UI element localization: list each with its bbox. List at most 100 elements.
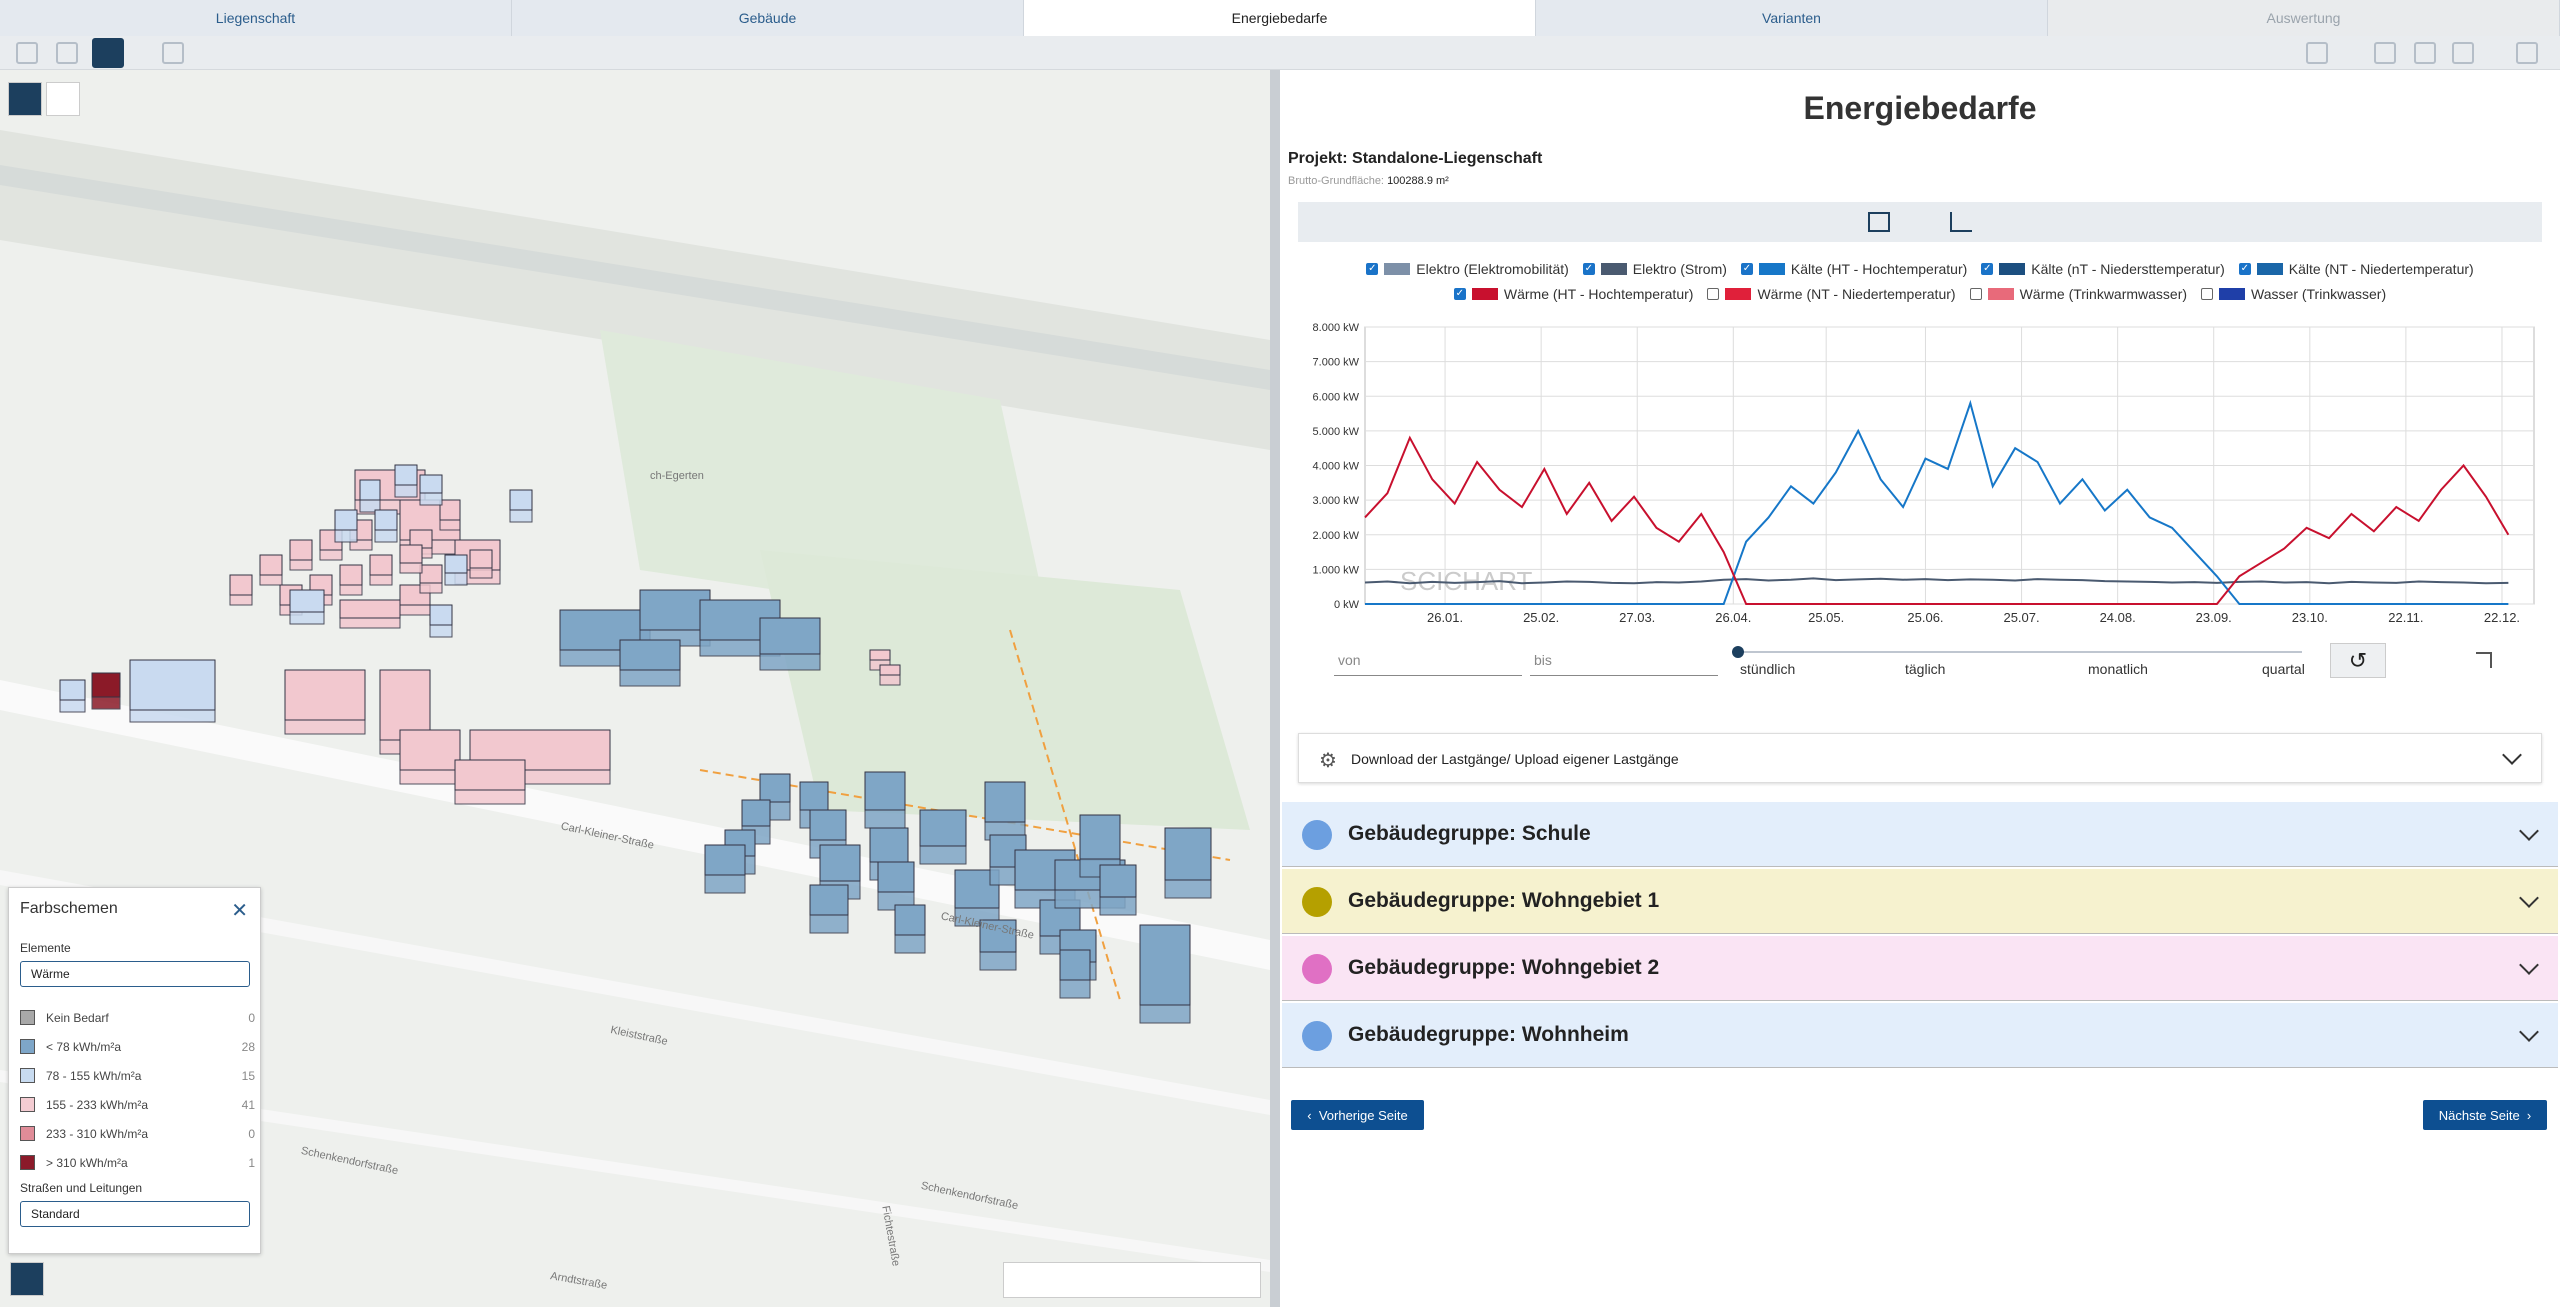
building-side: [59, 699, 86, 713]
from-input[interactable]: von: [1334, 648, 1522, 676]
building: [444, 554, 468, 574]
placeholder: von: [1338, 652, 1361, 668]
legend-item[interactable]: ✓ Kälte (NT - Niedertemperatur): [2238, 261, 2474, 277]
project-name: Standalone-Liegenschaft: [1352, 150, 1543, 167]
legend-item[interactable]: ✓ Elektro (Elektromobilität): [1366, 261, 1569, 277]
group-icon: [1302, 954, 1332, 984]
export-button[interactable]: [2414, 42, 2436, 64]
building: [289, 589, 325, 613]
tab[interactable]: Varianten: [1536, 0, 2048, 36]
legend-item[interactable]: ✓ Wärme (HT - Hochtemperatur): [1453, 286, 1693, 302]
project-label: Projekt:: [1288, 150, 1348, 167]
legend-label: < 78 kWh/m²a: [46, 1040, 122, 1054]
legend-item[interactable]: ✓ Elektro (Strom): [1582, 260, 1727, 277]
field-label: Straßen und Leitungen: [20, 1181, 143, 1195]
legend-count: 41: [241, 1098, 255, 1112]
previous-button[interactable]: ‹ Vorherige Seite: [1291, 1100, 1424, 1130]
elements-select[interactable]: Wärme: [20, 961, 250, 987]
legend-swatch: [2219, 287, 2246, 300]
select-value: Standard: [31, 1207, 80, 1221]
to-input[interactable]: bis: [1530, 648, 1718, 676]
legend-item[interactable]: Wasser (Trinkwasser): [2201, 286, 2386, 302]
building: [984, 781, 1026, 823]
y-tick-label: 3.000 kW: [1313, 495, 1360, 507]
series-line: [1364, 577, 2509, 585]
legend-item[interactable]: Wärme (NT - Niedertemperatur): [1707, 285, 1956, 302]
building: [799, 781, 829, 811]
close-button[interactable]: ✕: [231, 900, 248, 922]
zoom-box-button[interactable]: [46, 82, 80, 116]
legend-item[interactable]: ✓ Kälte (HT - Hochtemperatur): [1740, 260, 1968, 277]
legend-item[interactable]: Wärme (Trinkwarmwasser): [1969, 286, 2187, 302]
map-controls[interactable]: [1003, 1262, 1261, 1298]
legend-swatch: [20, 1039, 35, 1054]
tab[interactable]: Energiebedarfe: [1024, 0, 1536, 36]
save-button[interactable]: [2516, 42, 2538, 64]
y-tick-label: 5.000 kW: [1313, 426, 1360, 438]
legend-label: Wärme (NT - Niedertemperatur): [1757, 285, 1956, 302]
y-tick-label: 8.000 kW: [1313, 322, 1360, 334]
tab[interactable]: Gebäude: [512, 0, 1024, 36]
roads-select[interactable]: Standard: [20, 1201, 250, 1227]
split-view-button[interactable]: [56, 42, 78, 64]
legend-item[interactable]: ✓ Kälte (nT - Niedersttemperatur): [1981, 260, 2225, 277]
button-label: Vorherige Seite: [1318, 1107, 1408, 1123]
reset-button[interactable]: ↺: [2330, 643, 2386, 678]
x-tick-label: 26.01.: [1427, 610, 1463, 625]
legend-label: Elektro (Strom): [1632, 260, 1727, 277]
legend-label: Kein Bedarf: [46, 1011, 109, 1025]
building: [759, 773, 791, 803]
list-button[interactable]: [162, 42, 184, 64]
building: [374, 509, 398, 531]
building-side: [1164, 879, 1212, 899]
legend-swatch: [20, 1068, 35, 1083]
x-tick-label: 23.10.: [2292, 610, 2328, 625]
legend-label: Kälte (HT - Hochtemperatur): [1790, 260, 1968, 277]
building: [419, 474, 443, 494]
next-button[interactable]: Nächste Seite ›: [2423, 1100, 2547, 1130]
legend-swatch: [20, 1155, 35, 1170]
group-icon: [1302, 820, 1332, 850]
map[interactable]: ch-Egerten Carl-Kleiner-Straße Carl-Klei…: [0, 70, 1270, 1307]
layers-button[interactable]: [10, 1262, 44, 1296]
checkbox: ✓: [1981, 262, 1994, 275]
building-side: [1059, 979, 1091, 999]
export-button[interactable]: [2452, 42, 2474, 64]
area-value: 100288.9 m²: [1387, 175, 1449, 187]
legend-swatch: [2256, 262, 2283, 275]
building-side: [129, 709, 216, 723]
grid-view-button[interactable]: [16, 42, 38, 64]
delete-button[interactable]: [2306, 42, 2328, 64]
slider-thumb[interactable]: [1732, 646, 1744, 658]
group-accordion[interactable]: Gebäudegruppe: Wohngebiet 2: [1282, 936, 2558, 1001]
group-accordion[interactable]: Gebäudegruppe: Wohnheim: [1282, 1003, 2558, 1068]
pan-button[interactable]: [8, 82, 42, 116]
globe-button[interactable]: [2374, 42, 2396, 64]
y-tick-label: 6.000 kW: [1313, 391, 1360, 403]
table-view-button[interactable]: [1868, 212, 1890, 232]
tab[interactable]: Liegenschaft: [0, 0, 512, 36]
building-side: [919, 845, 967, 865]
y-tick-label: 2.000 kW: [1313, 530, 1360, 542]
fullscreen-button[interactable]: [2476, 652, 2492, 668]
building-side: [979, 951, 1017, 971]
toolbar: [0, 36, 2560, 70]
legend-swatch: [1600, 262, 1627, 275]
building-side: [369, 574, 393, 586]
resolution-label: quartal: [2262, 661, 2305, 677]
group-accordion[interactable]: Gebäudegruppe: Wohngebiet 1: [1282, 869, 2558, 934]
chart-view-button[interactable]: [1950, 212, 1972, 232]
chart-legend: ✓ Elektro (Elektromobilität) ✓ Elektro (Str…: [1298, 256, 2542, 306]
resolution-slider[interactable]: [1736, 651, 2302, 653]
group-accordion[interactable]: Gebäudegruppe: Schule: [1282, 802, 2558, 867]
map-view-button[interactable]: [92, 38, 124, 68]
download-accordion[interactable]: ⚙ Download der Lastgänge/ Upload eigener…: [1298, 733, 2542, 783]
legend-label: Kälte (nT - Niedersttemperatur): [2031, 260, 2225, 277]
button-label: Nächste Seite: [2438, 1107, 2520, 1123]
building: [877, 861, 915, 893]
group-label: Gebäudegruppe: Wohngebiet 1: [1348, 889, 1660, 912]
legend-label: 155 - 233 kWh/m²a: [46, 1098, 149, 1112]
divider[interactable]: [1270, 70, 1280, 1307]
building: [869, 649, 891, 661]
project: Projekt: Standalone-Liegenschaft: [1288, 150, 1542, 168]
